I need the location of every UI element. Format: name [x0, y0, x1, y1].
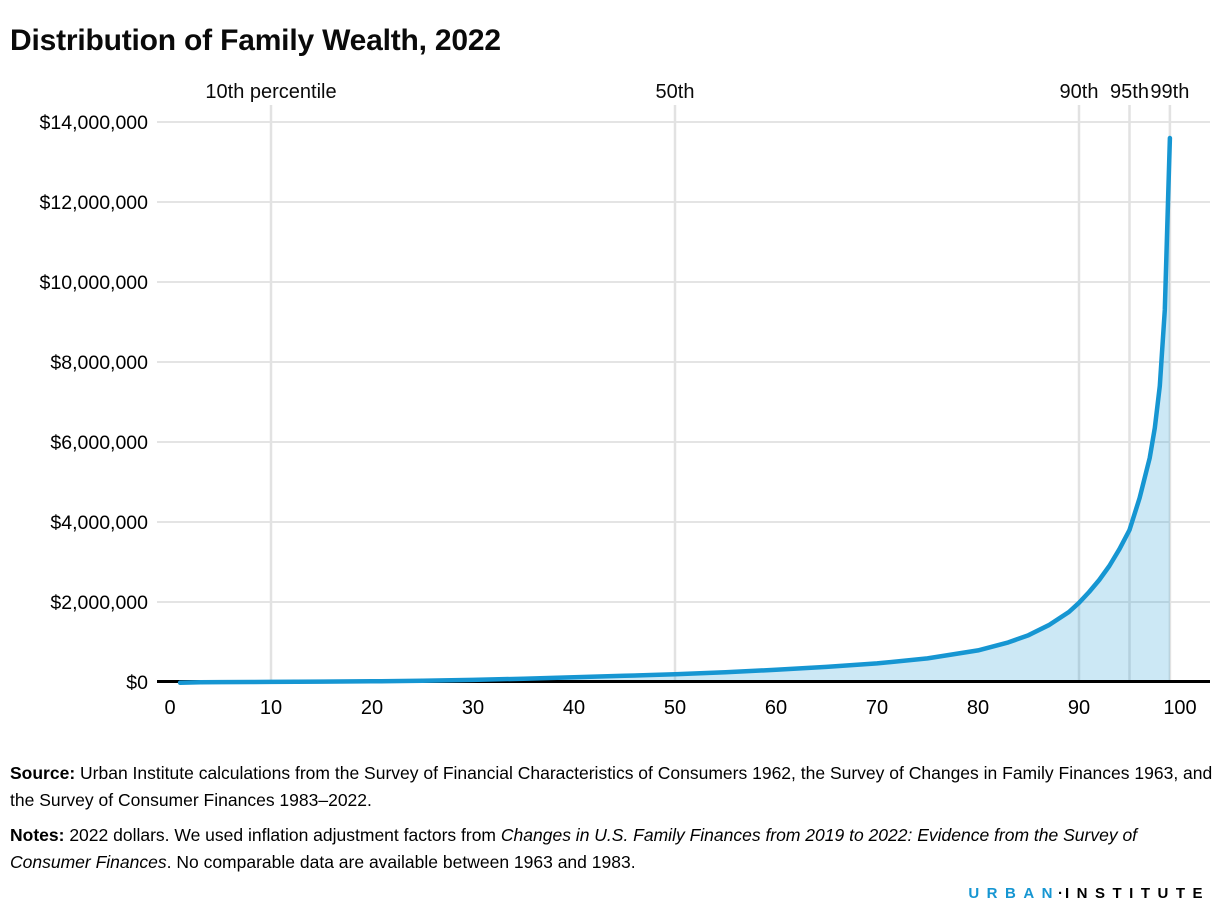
logo-word-urban: URBAN — [968, 885, 1060, 902]
x-tick-label: 80 — [967, 697, 989, 719]
logo-separator-dot: · — [1058, 885, 1063, 902]
notes-note: Notes: 2022 dollars. We used inflation a… — [10, 822, 1215, 875]
y-tick-label: $14,000,000 — [40, 112, 149, 134]
percentile-annotation: 50th — [656, 81, 695, 103]
wealth-area-fill — [180, 138, 1170, 683]
notes-text-before: 2022 dollars. We used inflation adjustme… — [64, 825, 501, 845]
x-tick-label: 70 — [866, 697, 888, 719]
notes-text-after: . No comparable data are available betwe… — [166, 851, 636, 872]
x-tick-label: 40 — [563, 697, 585, 719]
x-tick-label: 90 — [1068, 697, 1090, 719]
notes-label: Notes: — [10, 825, 65, 845]
y-tick-label: $6,000,000 — [50, 432, 148, 454]
source-text: Urban Institute calculations from the Su… — [10, 763, 1213, 810]
chart-title: Distribution of Family Wealth, 2022 — [10, 24, 501, 57]
notes-citation-italic: Changes in U.S. Family Finances from 201… — [10, 825, 1138, 872]
y-tick-label: $10,000,000 — [40, 272, 149, 294]
y-tick-label: $4,000,000 — [50, 512, 148, 534]
percentile-annotation: 99th — [1150, 81, 1189, 103]
x-tick-label: 20 — [361, 697, 383, 719]
y-tick-label: $0 — [126, 672, 148, 694]
x-tick-label: 30 — [462, 697, 484, 719]
logo-word-institute: INSTITUTE — [1065, 885, 1210, 902]
y-tick-label: $2,000,000 — [50, 592, 148, 614]
urban-institute-logo: URBAN· INSTITUTE — [968, 885, 1210, 902]
x-tick-label: 100 — [1163, 697, 1196, 719]
wealth-curve-line — [177, 135, 1173, 685]
x-tick-label: 60 — [765, 697, 787, 719]
x-tick-label: 0 — [164, 697, 175, 719]
percentile-annotation: 90th — [1060, 81, 1099, 103]
y-tick-label: $8,000,000 — [50, 352, 148, 374]
source-label: Source: — [10, 763, 76, 783]
percentile-annotation: 10th percentile — [205, 81, 336, 103]
x-tick-label: 50 — [664, 697, 686, 719]
x-tick-label: 10 — [260, 697, 282, 719]
wealth-distribution-area-chart: $0 $2,000,000 $4,000,000 $6,000,000 $8,000,0… — [40, 81, 1210, 719]
source-note: Source: Urban Institute calculations fro… — [10, 760, 1215, 813]
percentile-annotation: 95th — [1110, 81, 1149, 103]
y-tick-label: $12,000,000 — [40, 192, 149, 214]
